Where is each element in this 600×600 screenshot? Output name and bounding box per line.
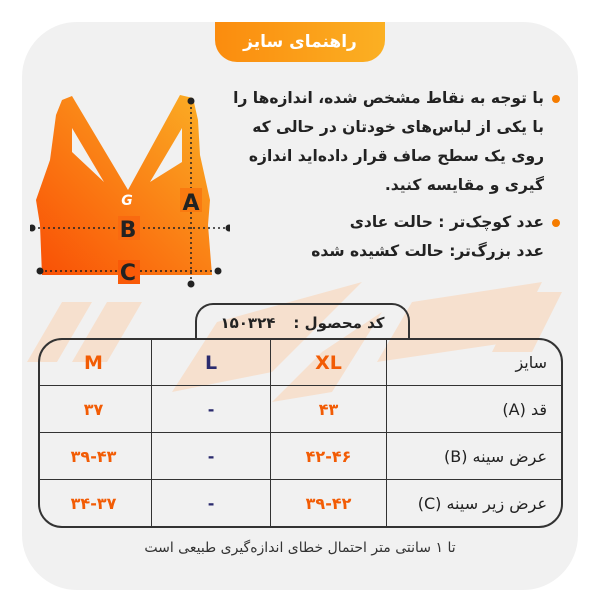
footer-note: تا ۱ سانتی متر احتمال خطای اندازه‌گیری ط…: [144, 540, 456, 556]
cell-l: -: [151, 480, 270, 526]
cell-xl: ۴۲-۴۶: [270, 433, 386, 480]
label-b: B: [120, 218, 137, 243]
stripe: [172, 282, 362, 392]
product-code-value: ۱۵۰۳۲۴: [220, 313, 276, 332]
product-code-label: کد محصول :: [293, 313, 385, 332]
cell-m: ۳۷: [40, 386, 151, 433]
instructions: با توجه به نقاط مشخص شده، اندازه‌ها را ب…: [230, 84, 560, 266]
note-2-line-2: عدد بزرگ‌تر: حالت کشیده شده: [311, 242, 544, 260]
cell-l: -: [151, 433, 270, 480]
note-2-line-1: عدد کوچک‌تر : حالت عادی: [230, 208, 560, 237]
background-stripes: [27, 282, 562, 402]
stripe: [492, 292, 562, 352]
cell-m: ۳۴-۳۷: [70, 493, 117, 513]
header-m: M: [40, 340, 151, 386]
size-guide-card: [22, 22, 578, 590]
header-size: سایز: [386, 340, 561, 386]
brand-logo: G: [121, 193, 133, 209]
title-tab: راهنمای سایز: [215, 22, 385, 62]
row-label: عرض زیر سینه (C): [386, 480, 561, 526]
bra-shape: [36, 95, 212, 275]
note-1: با توجه به نقاط مشخص شده، اندازه‌ها را ب…: [230, 84, 560, 200]
cell-m: ۳۹-۴۳: [40, 433, 151, 480]
size-table: سایز XL L M قد (A) ۴۳ - ۳۷ عرض سینه (B) …: [38, 338, 563, 528]
header-l: L: [151, 340, 270, 386]
label-c: C: [120, 261, 136, 286]
header-xl: XL: [270, 340, 386, 386]
row-label: عرض سینه (B): [386, 433, 561, 480]
stripe: [72, 302, 142, 362]
cell-xl: ۴۳: [270, 386, 386, 433]
cell-xl: ۳۹-۴۲: [270, 480, 386, 526]
label-a: A: [182, 191, 199, 216]
sports-bra-diagram: G A B C: [30, 95, 230, 288]
stripe: [272, 312, 382, 402]
row-label: قد (A): [386, 386, 561, 433]
product-code: کد محصول : ۱۵۰۳۲۴: [195, 303, 410, 340]
cell-l: -: [151, 386, 270, 433]
